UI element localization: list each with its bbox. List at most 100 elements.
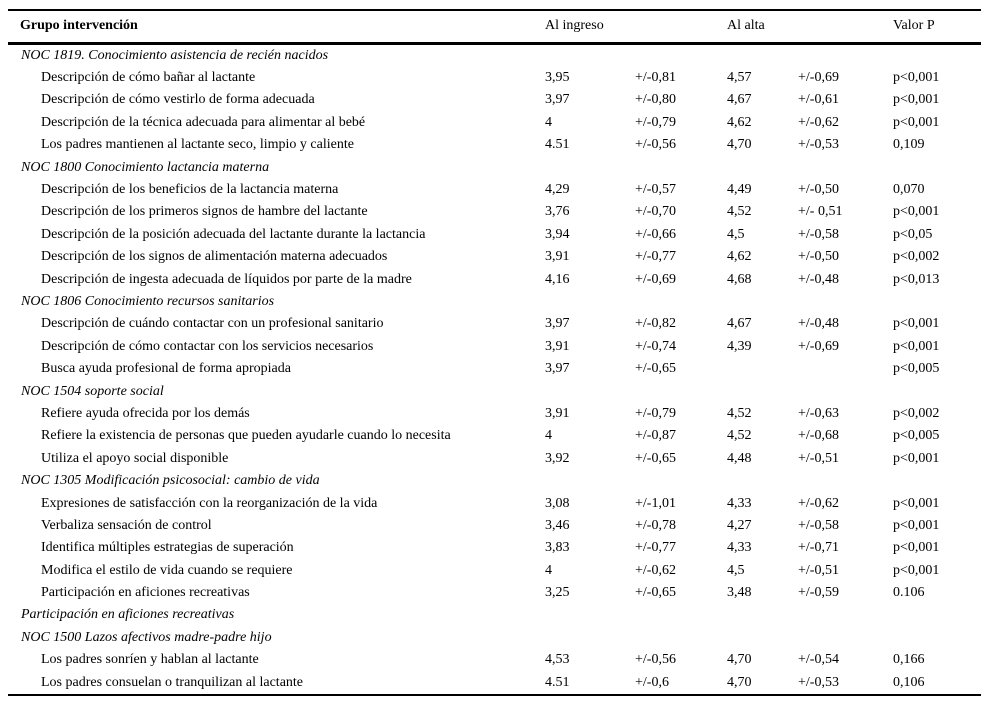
- cell-alta-mean: [727, 291, 798, 313]
- cell-alta-sd: +/-0,53: [798, 674, 839, 690]
- indicator-row: Los padres sonríen y hablan al lactante …: [8, 649, 981, 671]
- cell-alta-sd: +/-0,61: [798, 92, 839, 108]
- cell-alta-mean: 4,52: [727, 428, 752, 444]
- cell-alta-sd: +/-0,68: [798, 428, 839, 444]
- cell-p-value: [893, 604, 981, 626]
- cell-alta-sd: [798, 627, 893, 649]
- cell-alta-mean: 3,48: [727, 585, 752, 601]
- cell-alta-mean: 4,67: [727, 316, 752, 332]
- cell-alta-mean: 4,33: [727, 495, 752, 511]
- cell-ingreso-mean: 3,92: [545, 450, 570, 466]
- cell-alta-sd: [798, 470, 893, 492]
- cell-label: Los padres sonríen y hablan al lactante: [41, 652, 259, 668]
- cell-label: Descripción de la posición adecuada del …: [41, 226, 426, 242]
- cell-alta-sd: +/-0,58: [798, 517, 839, 533]
- cell-label: NOC 1800 Conocimiento lactancia materna: [21, 159, 270, 175]
- cell-alta-mean: [727, 470, 798, 492]
- cell-ingreso-sd: +/-0,6: [635, 674, 669, 690]
- cell-p-value: p<0,001: [893, 338, 940, 354]
- cell-alta-sd: +/-0,62: [798, 495, 839, 511]
- indicator-row: Los padres mantienen al lactante seco, l…: [8, 134, 981, 156]
- cell-p-value: [893, 43, 981, 67]
- cell-ingreso-mean: 4: [545, 114, 552, 130]
- indicator-row: Descripción de cómo bañar al lactante 3,…: [8, 67, 981, 89]
- cell-label: NOC 1819. Conocimiento asistencia de rec…: [21, 47, 329, 63]
- cell-ingreso-sd: +/-0,65: [635, 450, 676, 466]
- cell-ingreso-sd: +/-0,65: [635, 361, 676, 377]
- indicator-row: Descripción de ingesta adecuada de líqui…: [8, 268, 981, 290]
- cell-ingreso-mean: 4.51: [545, 674, 570, 690]
- cell-p-value: p<0,001: [893, 517, 940, 533]
- indicator-row: Modifica el estilo de vida cuando se req…: [8, 559, 981, 581]
- cell-label: Descripción de los signos de alimentació…: [41, 249, 388, 265]
- cell-ingreso-mean: 3,97: [545, 92, 570, 108]
- cell-ingreso-sd: +/-0,79: [635, 405, 676, 421]
- cell-label: NOC 1504 soporte social: [21, 383, 164, 399]
- cell-alta-sd: +/- 0,51: [798, 204, 843, 220]
- cell-p-value: 0,106: [893, 674, 925, 690]
- cell-p-value: [893, 470, 981, 492]
- indicator-row: Utiliza el apoyo social disponible 3,92 …: [8, 448, 981, 470]
- cell-ingreso-mean: 3,76: [545, 204, 570, 220]
- cell-label: Descripción de la técnica adecuada para …: [41, 114, 366, 130]
- cell-alta-sd: +/-0,58: [798, 226, 839, 242]
- cell-alta-mean: 4,5: [727, 562, 745, 578]
- cell-ingreso-mean: 4: [545, 428, 552, 444]
- cell-ingreso-mean: 3,08: [545, 495, 570, 511]
- cell-alta-sd: [798, 358, 893, 380]
- cell-p-value: p<0,001: [893, 562, 940, 578]
- cell-alta-sd: +/-0,59: [798, 585, 839, 601]
- cell-ingreso-mean: 3,95: [545, 70, 570, 86]
- cell-label: Descripción de cómo contactar con los se…: [41, 338, 374, 354]
- cell-ingreso-sd: +/-0,70: [635, 204, 676, 220]
- cell-ingreso-sd: [635, 380, 727, 402]
- cell-ingreso-mean: 4.51: [545, 137, 570, 153]
- indicator-row: Descripción de cómo vestirlo de forma ad…: [8, 89, 981, 111]
- cell-ingreso-mean: 3,83: [545, 540, 570, 556]
- cell-alta-sd: +/-0,53: [798, 137, 839, 153]
- cell-alta-mean: 4,62: [727, 114, 752, 130]
- cell-label: Utiliza el apoyo social disponible: [41, 450, 229, 466]
- cell-ingreso-sd: +/-0,79: [635, 114, 676, 130]
- cell-ingreso-mean: 3,46: [545, 517, 570, 533]
- results-table: Grupo intervención Al ingreso Al alta Va…: [8, 9, 981, 696]
- cell-p-value: [893, 627, 981, 649]
- cell-ingreso-mean: 3,25: [545, 585, 570, 601]
- cell-ingreso-mean: 3,97: [545, 316, 570, 332]
- cell-alta-mean: 4,70: [727, 674, 752, 690]
- cell-p-value: p<0,001: [893, 495, 940, 511]
- cell-ingreso-mean: 4,16: [545, 271, 570, 287]
- column-header-al-ingreso: Al ingreso: [545, 18, 604, 34]
- cell-p-value: p<0,05: [893, 226, 933, 242]
- cell-ingreso-mean: [545, 627, 635, 649]
- cell-label: Descripción de ingesta adecuada de líqui…: [41, 271, 412, 287]
- cell-ingreso-sd: [635, 43, 727, 67]
- cell-label: Los padres consuelan o tranquilizan al l…: [41, 674, 304, 690]
- cell-p-value: 0,109: [893, 137, 925, 153]
- cell-alta-mean: 4,62: [727, 249, 752, 265]
- cell-alta-mean: [727, 627, 798, 649]
- indicator-row: Descripción de los signos de alimentació…: [8, 246, 981, 268]
- cell-p-value: p<0,001: [893, 204, 940, 220]
- section-header-row: NOC 1806 Conocimiento recursos sanitario…: [8, 291, 981, 313]
- section-header-row: NOC 1800 Conocimiento lactancia materna: [8, 156, 981, 178]
- indicator-row: Participación en aficiones recreativas 3…: [8, 582, 981, 604]
- cell-ingreso-mean: [545, 156, 635, 178]
- indicator-row: Descripción de los primeros signos de ha…: [8, 201, 981, 223]
- cell-alta-mean: [727, 156, 798, 178]
- cell-alta-sd: +/-0,69: [798, 338, 839, 354]
- cell-ingreso-sd: +/-0,77: [635, 249, 676, 265]
- cell-ingreso-mean: 4,53: [545, 652, 570, 668]
- cell-label: Descripción de los beneficios de la lact…: [41, 182, 339, 198]
- indicator-row: Identifica múltiples estrategias de supe…: [8, 537, 981, 559]
- indicator-row: Busca ayuda profesional de forma apropia…: [8, 358, 981, 380]
- cell-ingreso-sd: +/-0,65: [635, 585, 676, 601]
- cell-label: Verbaliza sensación de control: [41, 517, 212, 533]
- cell-p-value: 0,166: [893, 652, 925, 668]
- cell-label: Refiere la existencia de personas que pu…: [41, 428, 451, 444]
- cell-label: NOC 1500 Lazos afectivos madre-padre hij…: [21, 629, 272, 645]
- cell-label: NOC 1806 Conocimiento recursos sanitario…: [21, 293, 275, 309]
- cell-label: Expresiones de satisfacción con la reorg…: [41, 495, 378, 511]
- cell-p-value: p<0,001: [893, 92, 940, 108]
- cell-label: Participación en aficiones recreativas: [21, 607, 235, 623]
